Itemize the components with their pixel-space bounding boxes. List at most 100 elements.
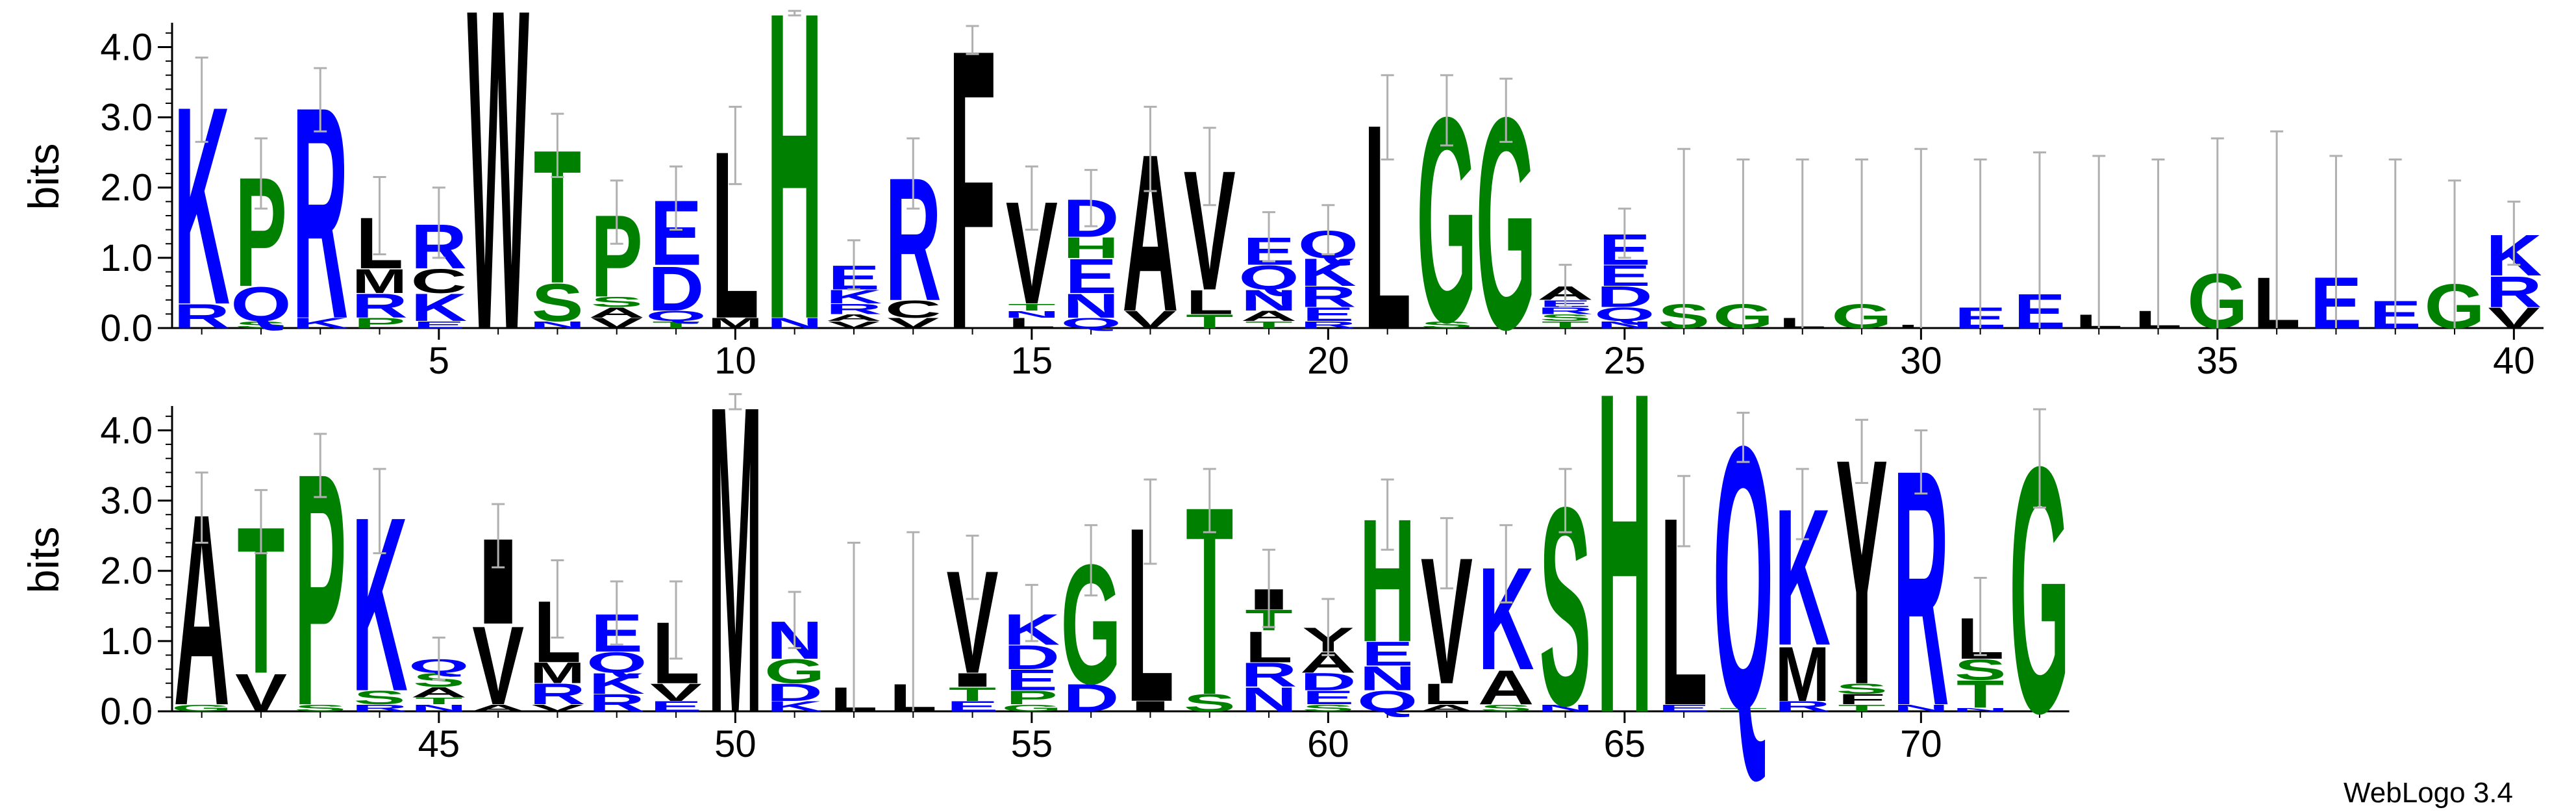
logo-letter-H: H [1063,232,1119,264]
logo-letter-E: E [1302,303,1354,325]
y-tick-label: 3.0 [100,480,153,522]
logo-letter-P: P [354,315,406,331]
logo-letter-A: A [411,684,468,700]
y-tick-label: 0.0 [100,307,153,349]
weblogo-credit: WebLogo 3.4 [2344,777,2513,809]
logo-letter-I: I [1123,698,1177,715]
logo-letter-R: R [1241,655,1297,694]
logo-letter-E: E [1658,703,1710,714]
logo-letter-T: T [1719,707,1767,712]
logo-letter-D: D [1004,638,1060,676]
logo-letter-Q: Q [1238,259,1299,297]
logo-letter-T: T [652,320,699,331]
logo-letter-T: T [1838,703,1885,714]
logo-letter-R: R [529,678,586,711]
logo-letter-T: T [1957,673,2004,717]
logo-letter-E: E [947,698,999,715]
logo-letter-L: L [1423,678,1470,711]
logo-letter-E: E [1599,260,1651,292]
x-tick-label: 45 [418,723,460,765]
logo-letter-M: M [708,315,762,331]
logo-letter-D: D [1300,668,1357,696]
logo-letter-D: D [766,679,823,706]
y-tick-label: 0.0 [100,691,153,733]
logo-letter-N: N [411,703,468,714]
logo-letter-Q: Q [645,308,706,324]
y-tick-label: 3.0 [100,97,153,139]
logo-letter-N: N [1241,285,1297,317]
logo-letter-V: V [472,602,524,728]
x-tick-label: 70 [1900,723,1942,765]
logo-letter-S: S [294,703,346,714]
y-tick-label: 2.0 [100,167,153,209]
logo-letter-D: D [1597,281,1653,313]
y-tick-label: 1.0 [100,237,153,279]
logo-letter-A: A [1419,703,1475,714]
logo-letter-N: N [1597,320,1653,331]
logo-letter-T: T [1008,302,1055,313]
y-tick-label: 2.0 [100,550,153,592]
y-axis-label: bits [19,144,68,210]
logo-letter-S: S [1421,320,1473,331]
logo-letter-Q: Q [1594,303,1655,325]
logo-letter-S: S [591,294,643,310]
logo-letter-G: G [1001,703,1062,714]
logo-letter-T: T [1186,311,1233,333]
logo-letter-A: A [470,703,527,714]
logo-letter-S: S [531,273,583,333]
logo-letter-N: N [1241,680,1297,718]
logo-letter-C: C [885,296,942,323]
logo-letter-E: E [650,698,702,715]
logo-letter-Q: Q [231,277,291,332]
logo-letter-D: D [648,253,705,324]
logo-letter-K: K [1300,251,1357,294]
logo-letter-S: S [1836,681,1888,697]
logo-letter-M: M [352,262,406,301]
logo-letter-I: I [945,669,999,691]
logo-letter-N: N [766,315,823,331]
logo-letter-N: N [1359,659,1416,698]
logo-letter-R: R [588,689,645,717]
logo-letter-F: F [1838,691,1885,707]
logo-letter-R: R [1300,320,1357,331]
logo-letter-N: N [1004,309,1060,320]
x-tick-label: 15 [1011,340,1053,382]
logo-letter-A: A [588,305,645,321]
logo-letter-H: H [1597,298,1653,809]
logo-letter-R: R [1537,305,1594,316]
logo-letter-P: P [1006,687,1058,709]
logo-letter-K: K [588,668,645,700]
x-tick-label: 5 [429,340,449,382]
logo-letter-N: N [1893,703,1949,714]
logo-letter-E: E [1065,249,1117,303]
logo-letter-R: R [351,703,408,714]
y-tick-label: 4.0 [100,409,153,451]
logo-letter-R: R [1774,698,1831,715]
logo-letter-S: S [1480,703,1532,714]
logo-letter-D: D [1063,676,1119,720]
y-tick-label: 1.0 [100,620,153,663]
logo-letter-A: A [1478,661,1534,715]
x-tick-label: 30 [1900,340,1942,382]
logo-letter-V: V [235,663,287,722]
logo-letter-S: S [1184,689,1236,717]
logo-letter-L: L [1186,283,1233,322]
logo-letter-N: N [1537,703,1594,714]
x-tick-label: 65 [1604,723,1646,765]
logo-letter-S: S [1302,703,1354,714]
logo-letter-R: R [173,297,230,335]
x-tick-label: 10 [714,340,757,382]
logo-letter-W: W [467,0,529,425]
y-tick-label: 4.0 [100,26,153,68]
logo-letter-M: M [1775,630,1830,718]
y-axis-label: bits [19,527,68,594]
logo-letter-Q: Q [1357,685,1418,718]
logo-letter-E: E [1302,687,1354,709]
logo-letter-T: T [415,696,462,707]
logo-letter-K: K [292,315,349,331]
logo-letter-S: S [1955,653,2007,686]
x-tick-label: 55 [1011,723,1053,765]
logo-letter-T: T [1542,320,1589,331]
